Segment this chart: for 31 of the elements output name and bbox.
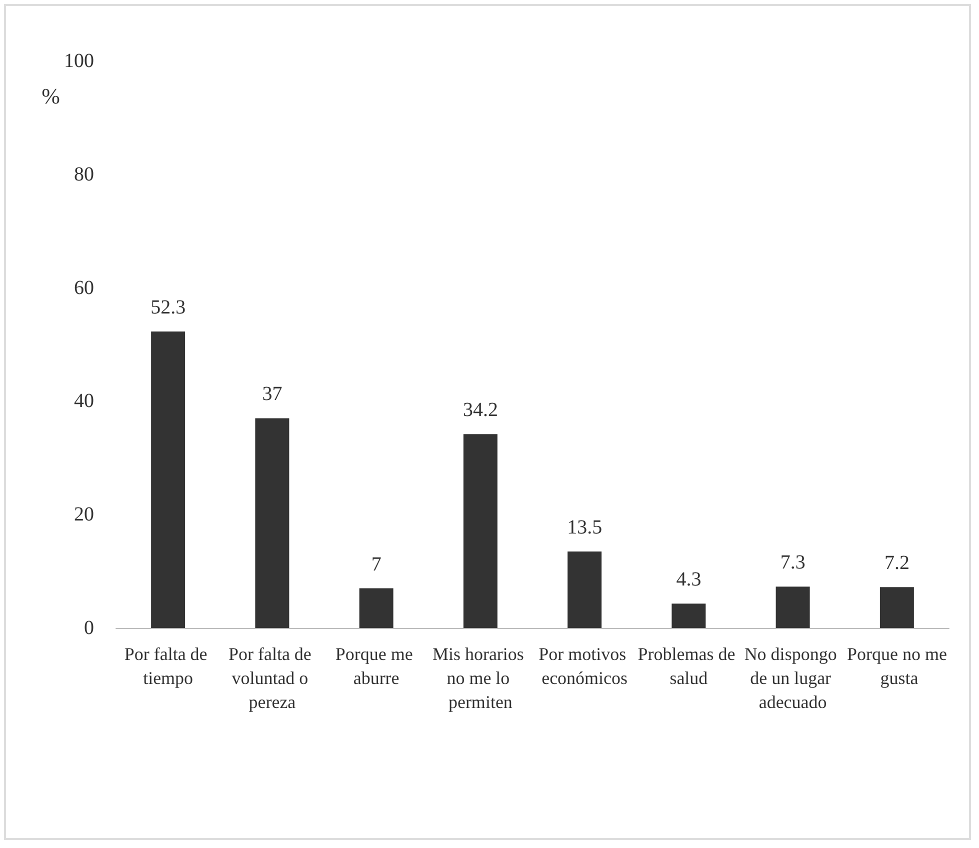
- y-tick-label: 100: [64, 50, 94, 72]
- x-tick-label: Por falta de voluntad o pereza: [228, 644, 316, 712]
- bar: [880, 587, 914, 628]
- y-tick-label: 0: [84, 617, 94, 639]
- bar: [359, 588, 394, 628]
- data-label: 34.2: [462, 399, 498, 422]
- x-tick-label: Mis horarios no me lo permiten: [432, 644, 528, 712]
- data-label: 4.3: [676, 568, 702, 591]
- bar: [672, 604, 706, 628]
- x-tick-label: Porque me aburre: [335, 644, 418, 688]
- data-label: 7.2: [884, 552, 910, 574]
- bar: [463, 434, 498, 628]
- bar: [151, 331, 186, 628]
- y-tick-label: 80: [74, 163, 94, 186]
- bar: [568, 551, 602, 628]
- x-tick-label: No dispongo de un lugar adecuado: [744, 644, 842, 712]
- x-tick-label: Por falta de tiempo: [124, 644, 212, 688]
- bar: [255, 418, 290, 628]
- y-tick-label: 40: [74, 390, 94, 412]
- bar: [776, 586, 810, 628]
- y-axis-title: %: [42, 84, 60, 108]
- data-label: 7: [371, 553, 382, 576]
- data-label: 37: [262, 383, 282, 406]
- x-tick-label: Problemas de salud: [638, 644, 740, 688]
- data-label: 7.3: [780, 552, 806, 574]
- data-label: 52.3: [150, 296, 186, 318]
- data-label: 13.5: [567, 516, 602, 538]
- y-tick-label: 20: [74, 504, 94, 526]
- x-tick-label: Porque no me gusta: [846, 644, 947, 688]
- y-tick-label: 60: [74, 276, 94, 299]
- x-tick-label: Por motivos económicos: [538, 644, 631, 688]
